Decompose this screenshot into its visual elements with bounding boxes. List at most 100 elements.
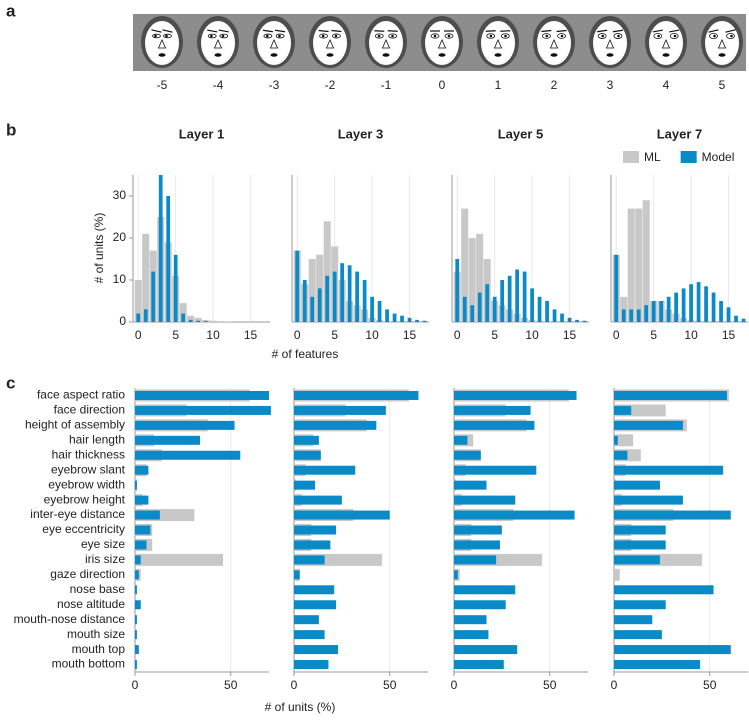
bar: [303, 280, 307, 322]
bar: [135, 630, 137, 639]
bar: [135, 570, 139, 579]
mouth: [719, 53, 726, 57]
bar: [204, 321, 208, 322]
bar: [294, 406, 386, 415]
bar: [614, 585, 714, 594]
bar: [294, 540, 330, 549]
legend-label: ML: [644, 150, 661, 164]
bar: [333, 272, 337, 322]
x-tick-label: 50: [703, 678, 717, 692]
mouth: [607, 53, 614, 57]
chart-title: Layer 5: [498, 126, 544, 141]
bar: [294, 466, 355, 475]
bar: [318, 288, 322, 322]
iris: [617, 35, 620, 38]
face: [145, 21, 179, 65]
bar: [454, 496, 515, 505]
bar: [454, 421, 534, 430]
bar: [415, 320, 419, 322]
bar: [614, 466, 723, 475]
bar: [560, 314, 564, 322]
y-tick-label: mouth-nose distance: [14, 612, 126, 626]
bar: [689, 284, 693, 322]
iris: [278, 35, 281, 38]
x-tick-label: 15: [244, 328, 258, 342]
face: [201, 21, 235, 65]
bar: [454, 526, 502, 535]
y-tick-label: mouth size: [67, 627, 125, 641]
y-tick-label: hair thickness: [52, 447, 125, 461]
iris: [504, 35, 507, 38]
bar: [614, 481, 660, 490]
bar: [515, 270, 519, 323]
bar: [629, 309, 633, 322]
y-tick-label: eyebrow slant: [51, 462, 126, 476]
bar: [189, 320, 193, 322]
y-tick-label: hair length: [69, 432, 125, 446]
bar: [135, 554, 223, 566]
bar: [135, 555, 141, 564]
bar: [196, 321, 200, 322]
x-tick-label: 50: [383, 678, 397, 692]
iris: [561, 35, 564, 38]
x-tick-label: 0: [291, 678, 298, 692]
bar: [454, 615, 487, 624]
bar: [135, 540, 146, 549]
bar: [454, 630, 488, 639]
bar: [659, 301, 663, 322]
bar: [294, 526, 336, 535]
iris: [490, 35, 493, 38]
bar: [310, 297, 314, 322]
y-tick-label: 20: [113, 230, 127, 244]
bar: [628, 209, 635, 322]
iris: [601, 35, 604, 38]
bar: [470, 305, 474, 322]
bar: [614, 540, 666, 549]
bar: [454, 600, 506, 609]
bar: [294, 615, 319, 624]
bar: [667, 297, 671, 322]
bar: [614, 255, 618, 322]
x-tick-label: 0: [135, 328, 142, 342]
x-axis-label: # of units (%): [265, 700, 336, 714]
bar: [454, 481, 487, 490]
bar: [635, 209, 642, 322]
bar: [712, 293, 716, 322]
bar: [614, 555, 660, 564]
bar: [545, 301, 549, 322]
bar: [400, 316, 404, 322]
bar: [294, 570, 300, 579]
y-tick-label: iris size: [85, 552, 125, 566]
bar: [135, 645, 139, 654]
bar: [614, 645, 731, 654]
chart-title: Layer 7: [657, 126, 703, 141]
bar: [454, 511, 575, 520]
x-tick-label: 50: [543, 678, 557, 692]
bar: [294, 585, 334, 594]
bar: [742, 319, 746, 322]
iris: [391, 35, 394, 38]
face-label: 2: [551, 78, 558, 92]
bar: [166, 196, 170, 322]
y-tick-label: eye size: [81, 537, 125, 551]
mouth: [663, 53, 670, 57]
mouth: [439, 53, 446, 57]
bar: [135, 526, 150, 535]
bar: [538, 297, 542, 322]
bar: [652, 301, 656, 322]
face: [537, 21, 571, 65]
bar: [135, 585, 137, 594]
bar: [454, 660, 504, 669]
face-label: 1: [495, 78, 502, 92]
x-tick-label: 10: [206, 328, 220, 342]
bar: [355, 272, 359, 322]
bar: [370, 297, 374, 322]
bar: [454, 451, 481, 460]
y-tick-label: nose altitude: [57, 597, 125, 611]
bar: [523, 272, 527, 322]
iris: [657, 35, 660, 38]
bar: [454, 570, 458, 579]
bar: [719, 301, 723, 322]
bar: [294, 645, 338, 654]
bar: [294, 436, 319, 445]
